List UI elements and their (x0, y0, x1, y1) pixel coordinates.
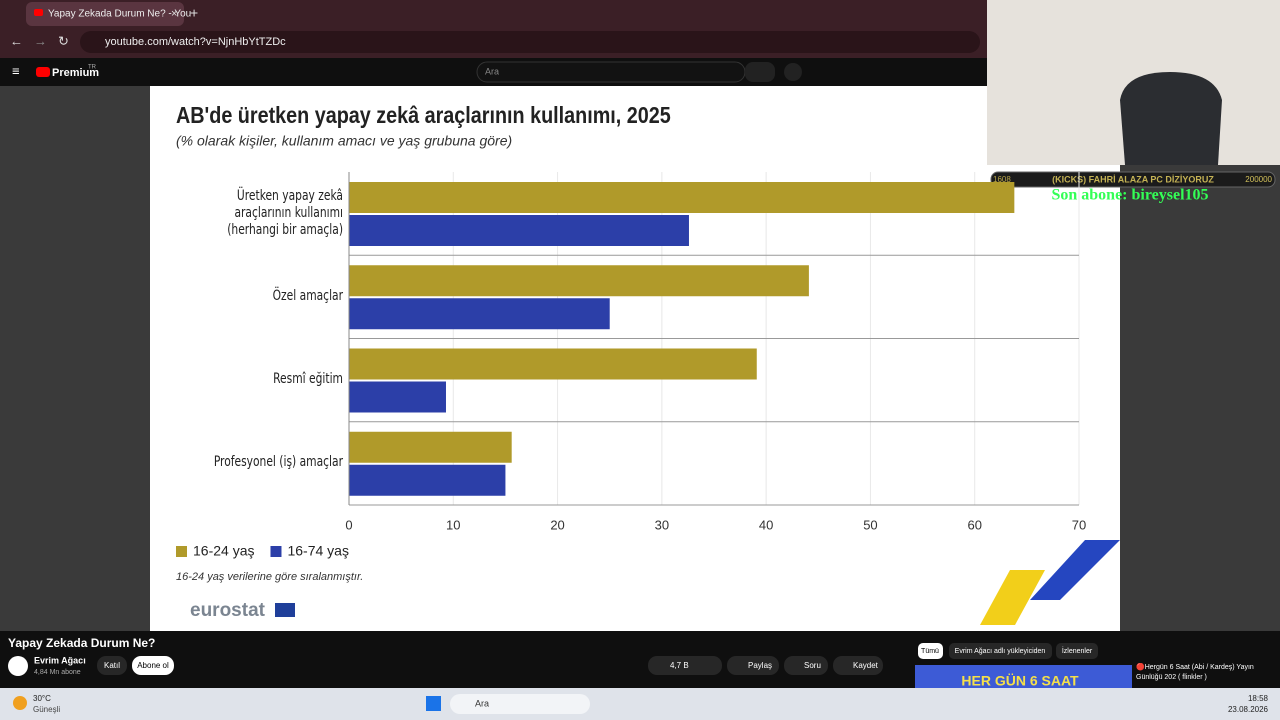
bar (349, 381, 446, 413)
filter-chip[interactable] (918, 643, 943, 659)
rec-thumb-text: HER GÜN 6 SAAT (961, 673, 1079, 689)
forward[interactable]: → (34, 33, 47, 48)
webcam-chair (1120, 72, 1222, 165)
taskbar (0, 688, 1280, 720)
bar (349, 464, 506, 496)
x-tick-label: 70 (1072, 517, 1086, 532)
new-tab[interactable]: + (190, 5, 198, 21)
decor-blue (1030, 540, 1120, 600)
weather-icon (13, 696, 27, 710)
tab[interactable] (26, 2, 184, 26)
join-label: Katıl (104, 661, 120, 670)
filter-label: Evrim Ağacı adlı yükleyiciden (955, 648, 1046, 655)
clock-date: 23.08.2026 (1228, 705, 1269, 714)
legend-label: 16-24 yaş (193, 543, 254, 559)
category-label: Üretken yapay zekâ araçlarının kullanımı… (227, 187, 343, 238)
goal-text: (KICKS) FAHRİ ALAZA PC DİZİYORUZ (1052, 174, 1214, 184)
filter-chip[interactable] (949, 643, 1052, 659)
subscribers: 4,84 Mn abone (34, 669, 81, 676)
taskbar-search[interactable] (450, 694, 590, 714)
url: youtube.com/watch?v=NjnHbYtTZDc (105, 36, 286, 48)
taskbar-search-label: Ara (475, 698, 489, 708)
rec-title-box: 🔴Hergün 6 Saat (Abi / Kardeş) Yayın Günl… (1136, 664, 1254, 681)
save-button[interactable] (833, 656, 883, 675)
likes: 4,7 B (670, 661, 689, 670)
share-label: Paylaş (748, 661, 772, 670)
chart-note: 16-24 yaş verilerine göre sıralanmıştır. (176, 571, 363, 583)
legend-swatch (270, 546, 282, 557)
rec-thumbnail[interactable] (915, 665, 1132, 688)
legend-swatch (176, 546, 187, 557)
search-button[interactable] (745, 62, 775, 82)
bar (349, 298, 610, 330)
legend-label: 16-74 yaş (287, 543, 348, 559)
x-tick-label: 10 (446, 517, 460, 532)
decor-yellow (980, 570, 1045, 625)
bar (349, 348, 757, 380)
source-logo: eurostat (190, 600, 266, 621)
bar (349, 215, 689, 246)
reload[interactable]: ↻ (58, 33, 69, 48)
x-tick-label: 40 (759, 517, 773, 532)
search-box[interactable] (476, 61, 746, 83)
bar (349, 431, 512, 463)
ask-button[interactable] (784, 656, 828, 675)
share-button[interactable] (727, 656, 779, 675)
subscribe-button[interactable] (132, 656, 174, 675)
weather-desc: Güneşli (33, 705, 60, 714)
bar (349, 265, 809, 297)
channel-avatar[interactable] (8, 656, 28, 676)
x-tick-label: 50 (863, 517, 877, 532)
join-button[interactable] (97, 656, 127, 675)
address-bar[interactable] (80, 31, 980, 53)
yt-logo: Premium (52, 67, 99, 79)
x-tick-label: 0 (345, 517, 352, 532)
save-label: Kaydet (853, 661, 879, 670)
clock-time: 18:58 (1248, 694, 1269, 703)
goal-left: 1608 (993, 175, 1011, 184)
start-button[interactable] (426, 696, 441, 711)
subscribe-label: Abone ol (137, 661, 169, 670)
last-sub: Son abone: bireysel105 (1051, 187, 1208, 204)
bar (349, 182, 1015, 213)
tab-close[interactable]: × (171, 8, 177, 20)
chart-subtitle: (% olarak kişiler, kullanım amacı ve yaş… (176, 133, 512, 149)
rec-title[interactable]: 🔴Hergün 6 Saat (Abi / Kardeş) Yayın Günl… (1136, 664, 1254, 681)
x-tick-label: 60 (967, 517, 981, 532)
chart-title: AB'de üretken yapay zekâ araçlarının kul… (176, 103, 671, 129)
x-tick-label: 30 (655, 517, 669, 532)
eu-flag (275, 603, 295, 617)
goal-bar (990, 171, 1276, 188)
category-label: Profesyonel (iş) amaçlar (213, 454, 343, 471)
yt-logo-icon (36, 67, 50, 77)
weather-temp: 30°C (33, 694, 51, 703)
category-label: Resmî eğitim (273, 371, 343, 387)
channel-name[interactable]: Evrim Ağacı (34, 655, 86, 665)
category-label: Özel amaçlar (272, 287, 343, 304)
menu[interactable]: ≡ (12, 63, 20, 78)
filter-label: Tümü (921, 648, 939, 655)
tab-title: Yapay Zekada Durum Ne? - You (48, 9, 191, 20)
back[interactable]: ← (10, 33, 23, 48)
like-button[interactable] (648, 656, 722, 675)
x-tick-label: 20 (550, 517, 564, 532)
tab-icon (34, 9, 43, 16)
yt-region: TR (88, 65, 97, 71)
mic[interactable] (784, 63, 802, 81)
video-title: Yapay Zekada Durum Ne? (8, 636, 155, 650)
search-placeholder: Ara (485, 66, 499, 76)
goal-right: 200000 (1245, 175, 1272, 184)
filter-label: İzlenenler (1062, 646, 1093, 655)
ask-label: Soru (804, 661, 821, 670)
filter-chip[interactable] (1056, 643, 1098, 659)
